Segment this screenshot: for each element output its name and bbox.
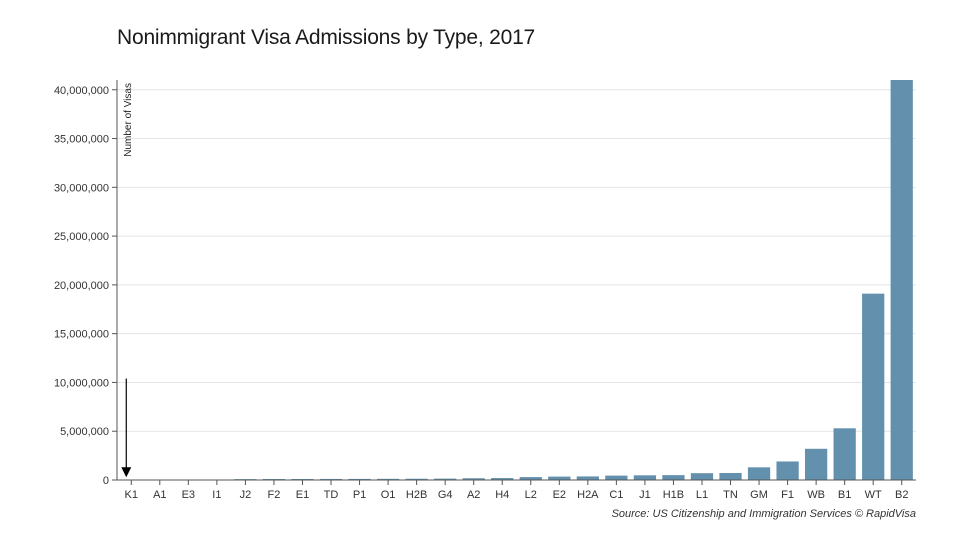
bar-e1 — [291, 478, 314, 480]
x-tick-label: GM — [750, 489, 768, 501]
y-tick-label: 0 — [103, 475, 109, 487]
bar-h4 — [491, 478, 514, 480]
y-tick-label: 35,000,000 — [54, 134, 109, 146]
x-tick-label: WB — [807, 489, 825, 501]
x-tick-label: H2A — [577, 489, 599, 501]
bar-o1 — [376, 478, 400, 480]
x-tick-label: B2 — [895, 489, 908, 501]
bar-td — [319, 478, 343, 480]
bar-h2a — [576, 476, 599, 480]
x-tick-label: L1 — [696, 489, 708, 501]
x-tick-label: B1 — [838, 489, 851, 501]
x-tick-label: H4 — [495, 489, 509, 501]
bar-wt — [862, 293, 885, 480]
x-tick-label: E2 — [553, 489, 566, 501]
x-tick-label: H2B — [406, 489, 427, 501]
bar-h1b — [662, 475, 685, 480]
bars — [120, 80, 913, 480]
y-tick-label: 25,000,000 — [54, 231, 109, 243]
y-tick-label: 30,000,000 — [54, 182, 109, 194]
gridlines — [117, 89, 916, 432]
x-tick-label: P1 — [353, 489, 366, 501]
y-axis-label: Number of Visas — [123, 83, 134, 157]
x-tick-label: C1 — [609, 489, 623, 501]
bar-h2b — [405, 478, 428, 480]
y-tick-label: 20,000,000 — [54, 280, 109, 292]
x-tick-label: J1 — [639, 489, 651, 501]
y-tick-label: 10,000,000 — [54, 377, 109, 389]
x-tick-label: L2 — [525, 489, 537, 501]
bar-a2 — [462, 478, 485, 480]
bar-b2 — [890, 80, 913, 480]
y-tick-label: 15,000,000 — [54, 329, 109, 341]
x-tick-label: G4 — [438, 489, 453, 501]
bar-g4 — [434, 478, 457, 480]
x-tick-label: F1 — [781, 489, 794, 501]
x-tick-label: TD — [324, 489, 339, 501]
bar-l1 — [690, 473, 714, 480]
bar-tn — [719, 472, 742, 480]
x-tick-label: E3 — [182, 489, 195, 501]
bar-l2 — [519, 477, 542, 480]
y-tick-label: 5,000,000 — [60, 426, 109, 438]
bar-c1 — [605, 475, 628, 480]
bar-j1 — [633, 475, 657, 480]
y-tick-label: 40,000,000 — [54, 85, 109, 97]
x-tick-label: A2 — [467, 489, 480, 501]
bar-gm — [747, 467, 771, 480]
bar-f1 — [776, 461, 799, 480]
bar-b1 — [833, 428, 856, 480]
x-tick-label: O1 — [381, 489, 396, 501]
y-axis: 0 5,000,000 10,000,000 15,000,000 20,000,000… — [54, 80, 118, 487]
x-axis: K1 A1 E3 I1 J2 F2 E1 TD P1 O1 H2B G4 A2 H4 L2 E2 H2A C1 J1… — [117, 479, 916, 501]
x-tick-label: E1 — [296, 489, 309, 501]
x-tick-label: J2 — [240, 489, 252, 501]
chart-title: Nonimmigrant Visa Admissions by Type, 20… — [117, 26, 536, 49]
x-tick-label: A1 — [153, 489, 166, 501]
x-tick-label: F2 — [268, 489, 281, 501]
x-tick-label: I1 — [212, 489, 221, 501]
bar-p1 — [348, 478, 371, 480]
source-note: Source: US Citizenship and Immigration S… — [611, 508, 916, 520]
bar-e2 — [548, 476, 571, 480]
x-tick-label: WT — [865, 489, 882, 501]
x-tick-label: TN — [723, 489, 738, 501]
bar-wb — [804, 448, 828, 480]
x-tick-label: K1 — [125, 489, 138, 501]
x-tick-label: H1B — [663, 489, 684, 501]
